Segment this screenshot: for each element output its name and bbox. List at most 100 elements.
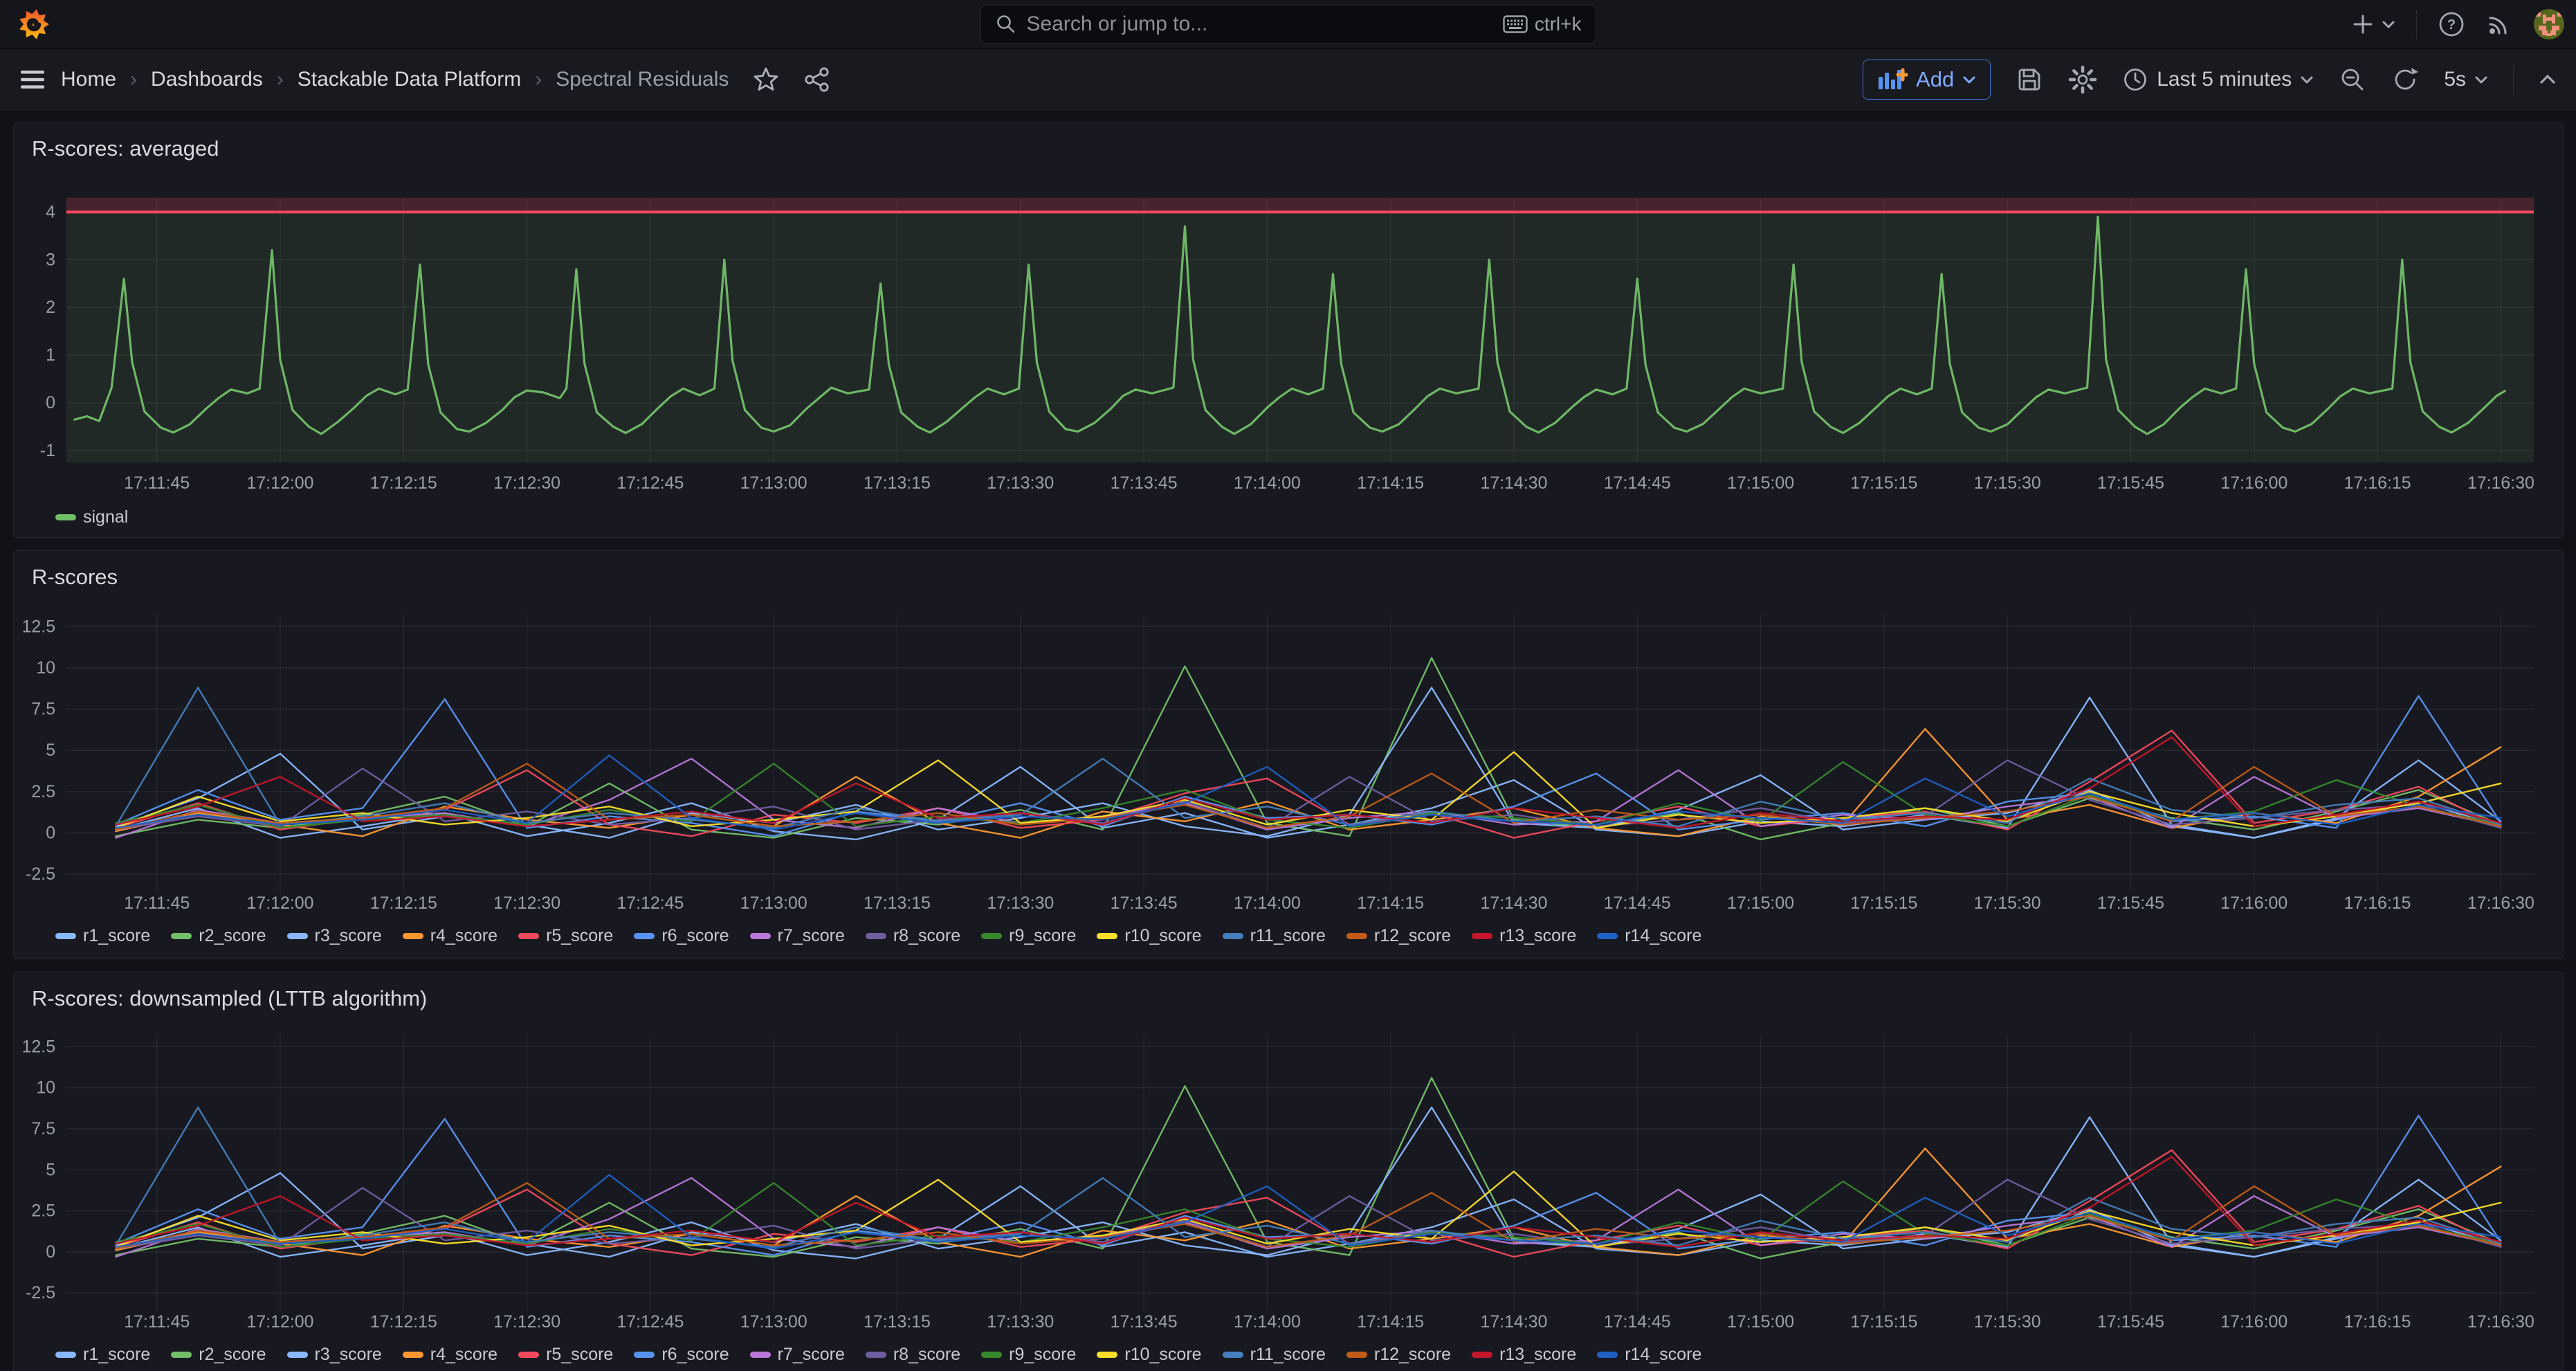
panel-title[interactable]: R-scores [32,565,118,590]
svg-text:17:15:30: 17:15:30 [1974,893,2041,913]
legend-item[interactable]: r14_score [1597,1345,1701,1365]
legend-item[interactable]: r4_score [403,1345,497,1365]
legend-item[interactable]: r13_score [1472,926,1576,946]
panel-title[interactable]: R-scores: downsampled (LTTB algorithm) [32,986,427,1011]
news-button[interactable] [2486,11,2512,37]
time-series-plot[interactable]: -2.502.557.51012.517:11:4517:12:0017:12:… [14,551,2563,959]
svg-text:17:11:45: 17:11:45 [124,473,190,493]
svg-text:17:12:00: 17:12:00 [246,473,313,493]
breadcrumb-current-dashboard: Spectral Residuals [556,68,729,91]
legend-item[interactable]: r1_score [55,926,150,946]
legend-series-label: r2_score [199,926,266,946]
favorite-star-button[interactable] [752,66,780,93]
breadcrumb-home[interactable]: Home [61,68,116,91]
user-avatar[interactable] [2533,8,2565,40]
legend-item[interactable]: r7_score [750,1345,845,1365]
share-button[interactable] [803,66,831,93]
search-input[interactable]: Search or jump to... ctrl+k [980,5,1596,44]
legend-series-swatch [866,933,886,939]
legend-item[interactable]: r10_score [1097,926,1201,946]
svg-text:17:13:15: 17:13:15 [864,1312,931,1332]
legend-series-label: r10_score [1124,926,1201,946]
svg-text:17:13:15: 17:13:15 [864,473,931,493]
refresh-button[interactable] [2391,66,2419,93]
legend-item[interactable]: r5_score [518,926,613,946]
breadcrumb-separator: › [130,68,137,91]
grafana-logo-icon[interactable] [18,8,50,40]
legend-series-label: r4_score [430,1345,497,1365]
svg-text:17:12:45: 17:12:45 [616,1312,684,1332]
svg-text:17:12:00: 17:12:00 [247,1312,314,1332]
legend-item[interactable]: r3_score [287,1345,382,1365]
legend-item[interactable]: r8_score [866,926,960,946]
legend-item[interactable]: signal [55,507,128,527]
panel-legend: signal [55,507,2549,527]
svg-text:1: 1 [46,345,55,365]
help-button[interactable]: ? [2438,10,2465,38]
legend-item[interactable]: r9_score [981,1345,1076,1365]
svg-text:17:16:30: 17:16:30 [2467,893,2534,913]
chevron-down-icon [1962,75,1976,84]
legend-series-label: r2_score [199,1345,266,1365]
legend-series-swatch [866,1352,886,1358]
legend-item[interactable]: r9_score [981,926,1076,946]
legend-series-swatch [634,933,655,939]
time-range-label: Last 5 minutes [2157,68,2292,91]
legend-item[interactable]: r6_score [634,1345,729,1365]
time-series-plot[interactable]: -2.502.557.51012.517:11:4517:12:0017:12:… [14,972,2563,1371]
breadcrumb-folder[interactable]: Stackable Data Platform [298,68,521,91]
keyboard-icon [1503,15,1528,33]
add-label: Add [1916,67,1954,92]
legend-series-label: r1_score [83,926,150,946]
legend-series-label: r4_score [430,926,497,946]
legend-item[interactable]: r8_score [866,1345,960,1365]
plus-icon [2351,12,2375,36]
svg-text:17:12:15: 17:12:15 [370,1312,437,1332]
bar-chart-plus-icon [1877,67,1908,92]
legend-item[interactable]: r2_score [171,1345,266,1365]
legend-item[interactable]: r11_score [1223,926,1326,946]
svg-text:17:13:30: 17:13:30 [987,473,1054,493]
svg-text:0: 0 [46,1242,55,1262]
legend-item[interactable]: r3_score [287,926,382,946]
svg-text:17:12:00: 17:12:00 [247,893,314,913]
legend-item[interactable]: r12_score [1346,1345,1451,1365]
svg-text:17:15:45: 17:15:45 [2097,893,2164,913]
legend-series-swatch [1472,933,1492,939]
legend-item[interactable]: r1_score [55,1345,150,1365]
breadcrumb-dashboards[interactable]: Dashboards [151,68,263,91]
add-panel-button[interactable]: Add [1863,60,1991,100]
svg-text:?: ? [2447,17,2456,33]
svg-text:17:12:45: 17:12:45 [616,473,684,493]
legend-item[interactable]: r4_score [403,926,497,946]
save-dashboard-button[interactable] [2016,66,2043,93]
legend-item[interactable]: r12_score [1346,926,1451,946]
legend-series-swatch [287,1352,308,1358]
svg-text:2.5: 2.5 [31,1201,55,1221]
legend-item[interactable]: r11_score [1223,1345,1326,1365]
new-dashboard-button[interactable] [2351,12,2395,36]
gear-icon [2068,65,2097,94]
legend-item[interactable]: r14_score [1597,926,1701,946]
legend-item[interactable]: r6_score [634,926,729,946]
legend-item[interactable]: r13_score [1472,1345,1576,1365]
dashboard-settings-button[interactable] [2068,65,2097,94]
zoom-out-time-button[interactable] [2339,66,2366,93]
svg-text:17:16:00: 17:16:00 [2220,473,2287,493]
legend-series-swatch [750,933,771,939]
refresh-interval-picker[interactable]: 5s [2444,68,2488,91]
help-circle-icon: ? [2438,10,2465,38]
legend-item[interactable]: r2_score [171,926,266,946]
legend-series-label: r7_score [778,926,845,946]
legend-series-swatch [403,1352,423,1358]
svg-text:17:13:00: 17:13:00 [740,893,807,913]
time-series-plot[interactable]: -10123417:11:4517:12:0017:12:1517:12:301… [14,122,2563,537]
legend-item[interactable]: r7_score [750,926,845,946]
legend-item[interactable]: r5_score [518,1345,613,1365]
mega-menu-toggle[interactable] [19,69,46,90]
panel-r-scores-averaged: R-scores: averaged -10123417:11:4517:12:… [13,122,2564,538]
legend-item[interactable]: r10_score [1097,1345,1201,1365]
panel-title[interactable]: R-scores: averaged [32,136,219,161]
time-range-picker[interactable]: Last 5 minutes [2122,66,2314,93]
collapse-toolbar-button[interactable] [2539,73,2557,86]
